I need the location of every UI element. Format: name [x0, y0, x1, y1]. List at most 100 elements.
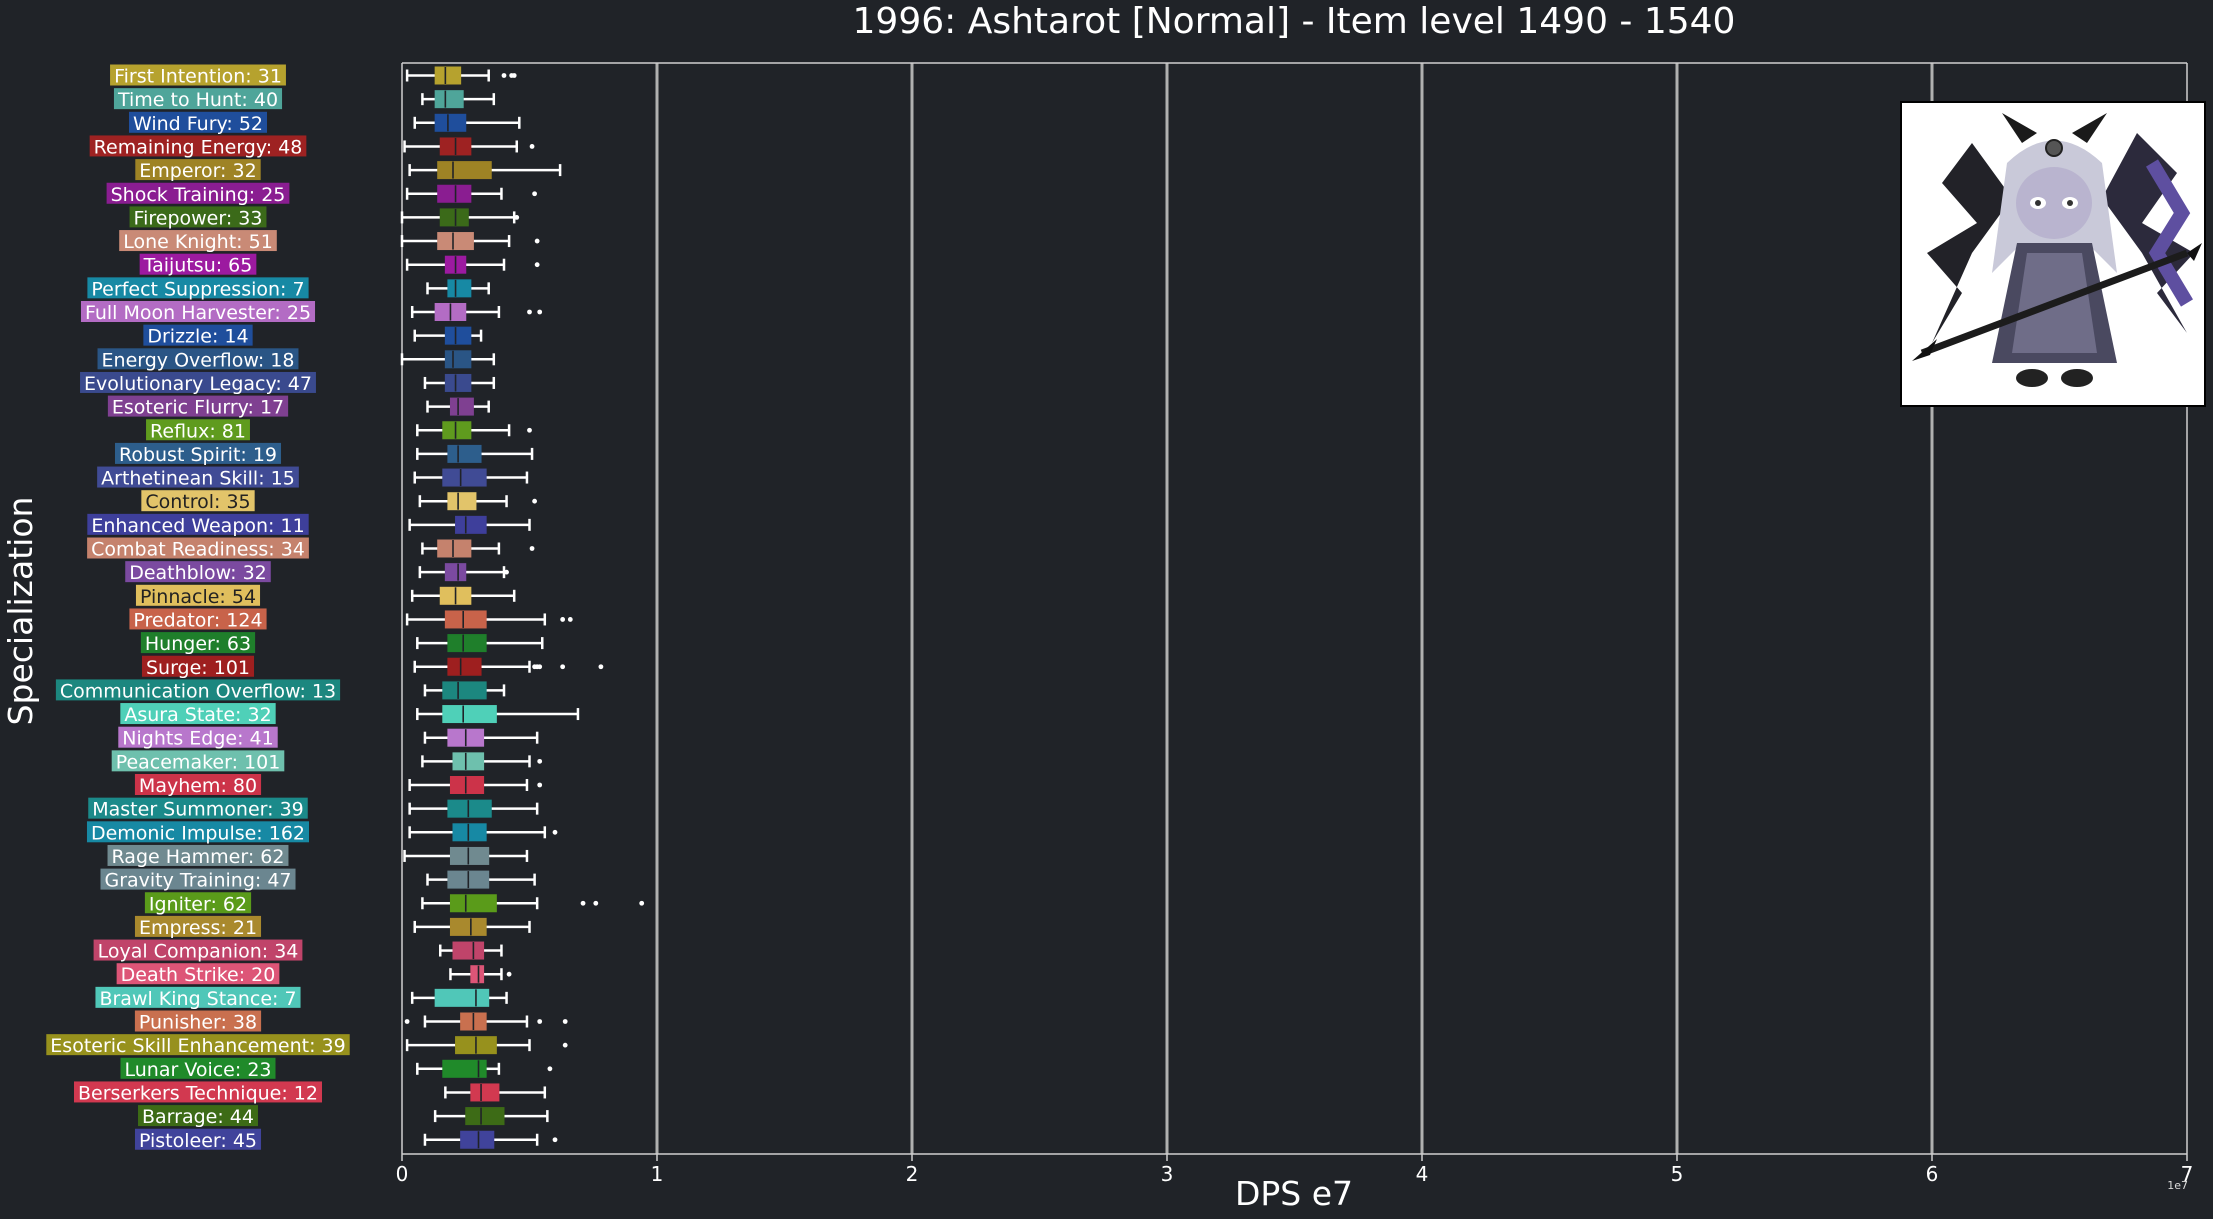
category-label: Loyal Companion: 34: [93, 939, 303, 963]
category-label-bg: [88, 797, 308, 819]
outlier-point: [598, 664, 604, 670]
x-tick-labels: 0 1 2 3 4 5 6 7: [396, 1154, 2193, 1186]
chart-title: 1996: Ashtarot [Normal] - Item level 149…: [853, 1, 1736, 42]
category-label-bg: [107, 844, 289, 866]
category-label-bg: [119, 230, 277, 252]
category-label: Death Strike: 20: [116, 963, 280, 986]
outlier-point: [511, 73, 517, 78]
category-label-text: Mayhem: 80: [139, 775, 257, 797]
category-label-text: Empress: 21: [139, 917, 257, 939]
category-label-text: Peacemaker: 101: [116, 751, 281, 773]
category-label-bg: [74, 1081, 322, 1103]
category-label-bg: [129, 206, 267, 228]
category-label-text: Robust Spirit: 19: [119, 444, 277, 466]
category-label-bg: [128, 111, 268, 133]
category-label-text: Pinnacle: 54: [140, 586, 256, 608]
category-label-bg: [55, 679, 341, 701]
category-label-bg: [111, 750, 285, 772]
box: [449, 894, 497, 913]
category-label: Emperor: 32: [135, 159, 261, 182]
category-label: Energy Overflow: 18: [97, 348, 299, 371]
category-label-bg: [95, 986, 301, 1008]
category-label: Master Summoner: 39: [88, 797, 308, 821]
outlier-point: [537, 1019, 543, 1024]
category-label: Reflux: 81: [146, 419, 250, 442]
category-label-text: Master Summoner: 39: [92, 799, 304, 821]
category-label-text: Igniter: 62: [149, 893, 247, 915]
outlier-point: [560, 664, 566, 670]
category-label: Remaining Energy: 48: [89, 135, 307, 158]
category-label-bg: [86, 821, 310, 843]
box: [449, 397, 474, 416]
category-label-text: Esoteric Skill Enhancement: 39: [50, 1035, 345, 1057]
category-label: Hunger: 63: [140, 632, 256, 655]
box: [437, 539, 472, 558]
category-label-bg: [144, 892, 252, 914]
box: [444, 350, 472, 369]
category-label-text: Esoteric Flurry: 17: [112, 397, 284, 419]
category-label: Pinnacle: 54: [135, 584, 261, 608]
outlier-point: [529, 546, 535, 551]
outlier-point: [534, 238, 540, 244]
category-label-bg: [107, 395, 289, 417]
box: [447, 799, 492, 818]
box: [470, 965, 485, 984]
category-label-text: Asura State: 32: [124, 704, 271, 726]
box: [437, 232, 474, 251]
box: [447, 279, 472, 298]
category-label-bg: [141, 490, 255, 512]
character-portrait-icon: [1912, 113, 2202, 387]
category-label-text: Remaining Energy: 48: [94, 136, 303, 158]
box: [444, 373, 472, 392]
category-label: Robust Spirit: 19: [114, 442, 282, 466]
category-label-bg: [89, 135, 307, 157]
y-axis-label: Specialization: [1, 497, 40, 726]
box: [442, 421, 472, 440]
outlier-point: [404, 1019, 410, 1024]
category-label-text: Perfect Suppression: 7: [91, 278, 304, 300]
category-label-bg: [138, 1105, 258, 1127]
box: [434, 113, 467, 132]
category-label: Enhanced Weapon: 11: [87, 513, 309, 537]
box: [434, 90, 464, 109]
category-label-text: Reflux: 81: [150, 420, 246, 442]
box: [447, 492, 477, 511]
category-label: Drizzle: 14: [143, 324, 253, 348]
box-plots: [400, 66, 645, 1149]
category-label-bg: [87, 537, 309, 559]
category-label-bg: [46, 1034, 350, 1056]
category-label-bg: [97, 466, 299, 488]
outlier-point: [532, 191, 537, 197]
box: [434, 66, 462, 85]
box: [449, 846, 490, 865]
box: [447, 634, 487, 653]
box: [455, 515, 487, 534]
box: [442, 681, 487, 700]
box: [449, 776, 485, 794]
box: [444, 326, 472, 345]
category-label-text: Combat Readiness: 34: [91, 539, 305, 561]
category-label: Igniter: 62: [144, 892, 252, 915]
category-label-bg: [141, 655, 255, 677]
category-label-text: Rage Hammer: 62: [112, 846, 285, 868]
x-tick-label: 5: [1671, 1162, 1684, 1186]
category-label-text: Lunar Voice: 23: [124, 1059, 271, 1081]
category-label: Taijutsu: 65: [139, 253, 257, 277]
category-label-bg: [110, 64, 286, 86]
category-label: Punisher: 38: [134, 1010, 262, 1034]
outlier-point: [639, 900, 645, 906]
category-label-text: Drizzle: 14: [147, 326, 248, 348]
category-label-text: Full Moon Harvester: 25: [85, 302, 311, 324]
category-label: Combat Readiness: 34: [87, 537, 309, 561]
x-scale-note: 1e7: [2167, 1179, 2188, 1192]
category-label-text: Nights Edge: 41: [122, 728, 273, 750]
box: [437, 161, 492, 180]
box: [437, 184, 472, 203]
category-label-bg: [93, 939, 303, 961]
category-label-text: Death Strike: 20: [121, 964, 276, 986]
category-label-bg: [143, 324, 253, 346]
outlier-point: [532, 498, 537, 504]
category-label: Nights Edge: 41: [118, 726, 278, 750]
category-label-text: Shock Training: 25: [111, 184, 286, 206]
box: [439, 208, 469, 227]
